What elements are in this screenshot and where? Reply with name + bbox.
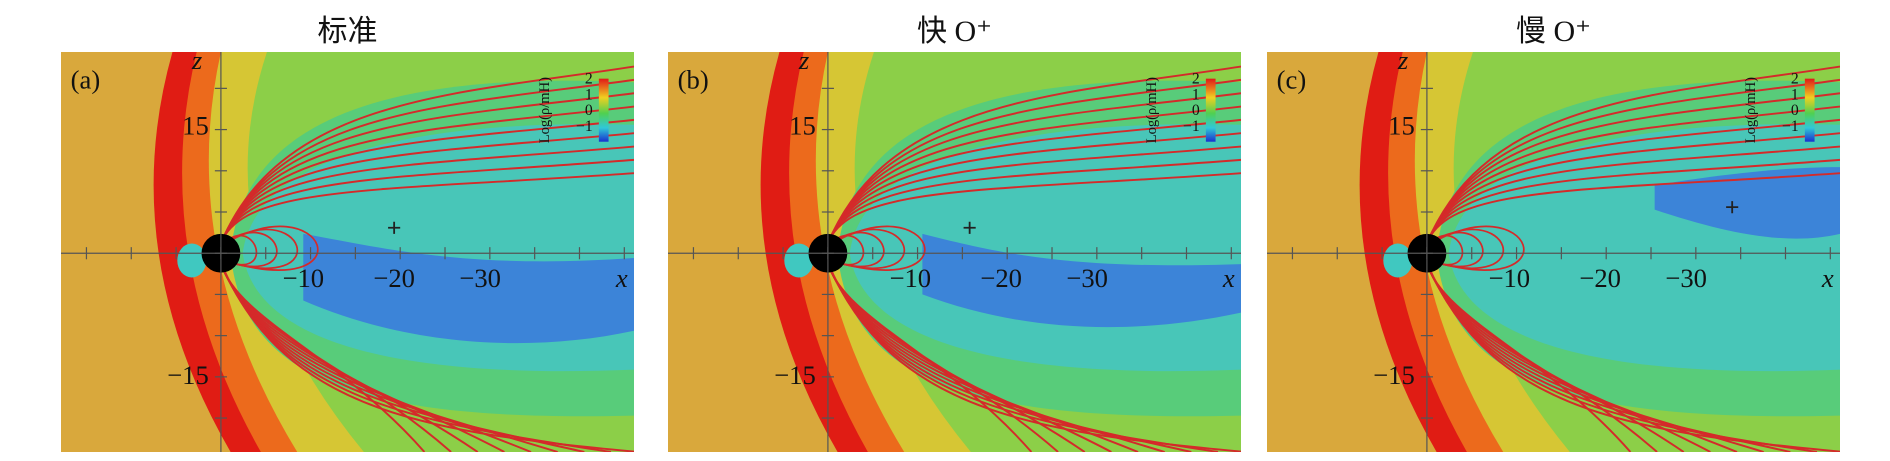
field-line [1426,158,1840,244]
field-line [220,92,634,244]
z-axis-label: z [191,52,203,75]
field-line [1426,132,1840,244]
x-axis-label: x [615,263,628,293]
panel: (c) z x 15 −15 −10 −20 −30 210−1 Log(ρ/mH) [1267,52,1840,452]
closed-field-line [1426,225,1525,271]
field-line [1426,262,1840,452]
field-line [220,65,634,244]
colorbar-tick-label: 1 [1192,86,1200,103]
field-line [220,118,634,244]
field-line [1426,105,1840,244]
colorbar-tick-label: −1 [1183,118,1200,135]
field-line [1426,118,1840,244]
panel-label: (a) [71,64,101,94]
x-tick-label: −10 [889,263,931,293]
dayside-bubble [784,243,814,278]
field-line [827,78,1241,244]
field-line [1426,145,1840,244]
x-tick-label: −30 [1665,263,1707,293]
colorbar-label: Log(ρ/mH) [1144,77,1160,143]
panel: (a) z x 15 −15 −10 −20 −30 210−1 Log(ρ/mH) [61,52,634,452]
z-tick-label: 15 [789,110,816,140]
x-tick-label: −10 [282,263,324,293]
colorbar-tick-label: 1 [585,86,593,103]
panel-label: (c) [1277,64,1307,94]
field-line [827,132,1241,244]
x-tick-label: −30 [459,263,501,293]
field-line [1426,172,1840,244]
colorbar-tick-label: 0 [1192,102,1200,119]
field-line [1426,78,1840,244]
closed-field-line [827,225,926,271]
x-tick-label: −20 [980,263,1022,293]
field-line [220,145,634,244]
panel-title: 标准 [317,15,378,48]
field-line [827,158,1241,244]
colorbar-tick-label: −1 [1782,118,1799,135]
z-tick-label: −15 [167,360,209,390]
colorbar-label: Log(ρ/mH) [1743,77,1759,143]
marker-plus [963,221,976,234]
field-line [827,65,1241,244]
marker-plus [1726,201,1739,214]
z-tick-label: −15 [774,360,816,390]
z-tick-label: 15 [1388,110,1415,140]
colorbar-tick-label: 0 [1791,102,1799,119]
colorbar-label: Log(ρ/mH) [537,77,553,143]
panel: (b) z x 15 −15 −10 −20 −30 210−1 Log(ρ/mH) [668,52,1241,452]
field-line [827,262,1241,452]
colorbar-tick-label: 2 [585,71,593,88]
x-tick-label: −30 [1066,263,1108,293]
panel-title: 快 O⁺ [917,15,992,48]
colorbar [1205,78,1216,142]
plasma-sheet [1654,167,1840,239]
dayside-bubble [1383,243,1413,278]
x-tick-label: −20 [373,263,415,293]
z-axis-label: z [798,52,810,75]
z-tick-label: −15 [1373,360,1415,390]
closed-field-line [220,225,319,271]
z-axis-label: z [1397,52,1409,75]
x-axis-label: x [1821,263,1834,293]
marker-plus [388,221,401,234]
x-tick-label: −20 [1579,263,1621,293]
field-line [1426,92,1840,244]
colorbar-tick-label: 1 [1791,86,1799,103]
field-line [827,172,1241,244]
field-line [827,145,1241,244]
colorbar-tick-label: 2 [1192,71,1200,88]
field-line [220,105,634,244]
x-axis-label: x [1222,263,1235,293]
colorbar-tick-label: 0 [585,102,593,119]
field-line [1426,65,1840,244]
field-line [220,132,634,244]
plasma-sheet [303,233,634,344]
field-line [827,118,1241,244]
colorbar-tick-label: −1 [576,118,593,135]
field-line [827,92,1241,244]
colorbar [1804,78,1815,142]
z-tick-label: 15 [182,110,209,140]
dayside-bubble [177,243,207,278]
field-line [220,172,634,244]
x-tick-label: −10 [1488,263,1530,293]
colorbar-tick-label: 2 [1791,71,1799,88]
colorbar [598,78,609,142]
panel-label: (b) [678,64,709,94]
field-line [827,105,1241,244]
field-line [220,262,634,452]
field-line [220,158,634,244]
field-line [220,78,634,244]
panel-title: 慢 O⁺ [1516,15,1591,48]
plasma-sheet [922,233,1241,328]
